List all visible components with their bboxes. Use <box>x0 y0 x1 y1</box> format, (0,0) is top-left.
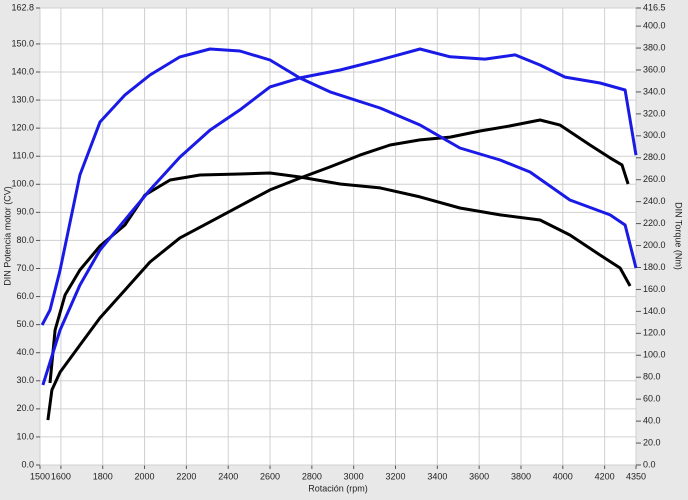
y2-tick-label: 160.0 <box>643 284 666 294</box>
y2-tick-label: 100.0 <box>643 350 666 360</box>
x-tick-label: 3200 <box>385 471 405 481</box>
x-tick-label: 2600 <box>260 471 280 481</box>
y2-tick-label: 260.0 <box>643 174 666 184</box>
y-tick-label: 130.0 <box>11 94 34 104</box>
y-tick-label: 110.0 <box>12 151 34 161</box>
y-tick-label: 80.0 <box>16 235 34 245</box>
y2-tick-label: 140.0 <box>643 306 666 316</box>
y-tick-label: 120.0 <box>11 123 34 133</box>
x-tick-label: 2800 <box>302 471 322 481</box>
y2-tick-label: 380.0 <box>643 42 666 52</box>
y2-tick-label: 280.0 <box>643 152 666 162</box>
y2-tick-label: 60.0 <box>643 394 661 404</box>
y2-tick-label: 300.0 <box>643 130 666 140</box>
y2-tick-label: 360.0 <box>643 64 666 74</box>
x-tick-label: 3600 <box>469 471 489 481</box>
y2-tick-label: 80.0 <box>643 372 661 382</box>
x-tick-label: 3400 <box>427 471 447 481</box>
y-tick-label: 100.0 <box>11 179 34 189</box>
x-tick-label: 2400 <box>218 471 238 481</box>
line-series <box>40 47 638 326</box>
y2-tick-label: 340.0 <box>643 86 666 96</box>
y-tick-label: 0.0 <box>21 459 34 469</box>
line-series <box>46 118 630 421</box>
x-tick-label: 1500 <box>30 471 50 481</box>
x-tick-label: 1600 <box>51 471 71 481</box>
y2-tick-label: 40.0 <box>643 415 661 425</box>
line-series <box>48 171 632 384</box>
y-tick-label: 162.8 <box>11 2 34 12</box>
x-tick-label: 4350 <box>626 471 646 481</box>
y2-tick-label: 180.0 <box>643 262 666 272</box>
y2-tick-label: 240.0 <box>643 196 666 206</box>
y-tick-label: 30.0 <box>16 375 34 385</box>
y2-tick-label: 320.0 <box>643 108 666 118</box>
y-tick-label: 150.0 <box>11 38 34 48</box>
x-tick-label: 1800 <box>93 471 113 481</box>
plot-area <box>39 7 637 466</box>
x-tick-label: 2200 <box>176 471 196 481</box>
line-series <box>41 47 638 386</box>
x-tick-label: 3000 <box>344 471 364 481</box>
y-tick-label: 20.0 <box>16 403 34 413</box>
x-tick-label: 3800 <box>511 471 531 481</box>
y2-tick-label: 200.0 <box>643 240 666 250</box>
y2-tick-label: 20.0 <box>643 437 661 447</box>
y-tick-label: 50.0 <box>16 319 34 329</box>
y2-tick-label: 120.0 <box>643 328 666 338</box>
x-axis-title: Rotación (rpm) <box>308 483 368 493</box>
y-tick-label: 10.0 <box>16 431 34 441</box>
y-tick-label: 40.0 <box>16 347 34 357</box>
y-axis-title: DIN Potencia motor (CV) <box>2 186 12 286</box>
y2-tick-label: 220.0 <box>643 218 666 228</box>
x-tick-label: 4000 <box>553 471 573 481</box>
y2-axis-title: DIN Torque (Nm) <box>674 202 684 270</box>
y-tick-label: 60.0 <box>16 291 34 301</box>
y-tick-label: 70.0 <box>16 263 34 273</box>
x-tick-label: 2000 <box>135 471 155 481</box>
y-tick-label: 140.0 <box>11 66 34 76</box>
y-tick-label: 90.0 <box>16 207 34 217</box>
y2-tick-label: 400.0 <box>643 20 666 30</box>
y2-tick-label: 0.0 <box>643 459 656 469</box>
x-tick-label: 4200 <box>595 471 615 481</box>
y2-tick-label: 416.5 <box>643 2 666 12</box>
